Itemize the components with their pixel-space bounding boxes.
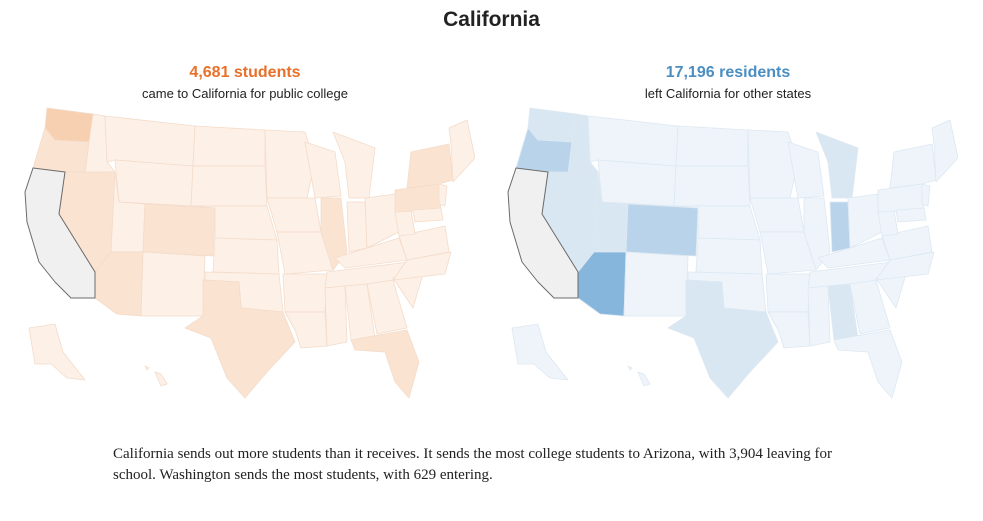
map-state-arkansas (282, 273, 328, 313)
map-state-minnesota (747, 129, 799, 199)
map-state-colorado (625, 203, 699, 257)
map-state-michigan (332, 131, 376, 199)
inbound-panel: 4,681 students came to California for pu… (15, 62, 475, 402)
map-state-california-home (24, 167, 96, 299)
map-state-alaska (28, 323, 86, 381)
map-state-kansas (695, 237, 763, 275)
inbound-map (24, 107, 475, 399)
map-state-hawaii (627, 365, 651, 387)
map-state-new-jersey (438, 183, 448, 207)
caption-text: California sends out more students than … (113, 446, 833, 483)
map-state-indiana (346, 201, 368, 253)
inbound-subtitle: came to California for public college (142, 86, 348, 101)
outbound-headline: 17,196 residents (665, 64, 791, 81)
outbound-subtitle: left California for other states (644, 86, 812, 101)
map-state-north-dakota (192, 125, 266, 167)
map-state-florida (350, 329, 420, 399)
map-state-montana (587, 115, 679, 167)
outbound-map (507, 107, 958, 399)
page-title: California (443, 8, 540, 31)
map-state-mississippi (324, 285, 348, 347)
map-state-florida (833, 329, 903, 399)
map-state-kansas (212, 237, 280, 275)
map-state-mississippi (807, 285, 831, 347)
map-state-california-home (507, 167, 579, 299)
map-state-north-dakota (675, 125, 749, 167)
map-state-west-virginia (394, 209, 416, 237)
map-state-georgia (849, 279, 891, 335)
map-state-alaska (511, 323, 569, 381)
outbound-panel: 17,196 residents left California for oth… (498, 62, 958, 402)
map-state-south-dakota (673, 165, 751, 207)
map-state-new-england (931, 119, 958, 183)
map-state-west-virginia (877, 209, 899, 237)
map-state-pennsylvania (394, 183, 442, 213)
map-state-iowa (266, 197, 322, 233)
map-state-new-england (448, 119, 475, 183)
map-state-georgia (366, 279, 408, 335)
map-state-iowa (749, 197, 805, 233)
map-state-new-mexico (623, 251, 689, 317)
map-state-new-york (406, 143, 454, 189)
map-state-pennsylvania (877, 183, 925, 213)
map-state-louisiana (767, 311, 811, 349)
map-state-michigan (815, 131, 859, 199)
map-state-montana (104, 115, 196, 167)
map-state-wyoming (597, 159, 677, 207)
map-state-indiana (829, 201, 851, 253)
map-state-minnesota (264, 129, 316, 199)
inbound-headline: 4,681 students (189, 64, 301, 81)
map-state-wisconsin (304, 141, 342, 199)
map-state-hawaii (144, 365, 168, 387)
map-state-new-york (889, 143, 937, 189)
map-state-maryland (412, 207, 444, 223)
map-state-texas (667, 279, 779, 399)
map-state-south-dakota (190, 165, 268, 207)
map-state-louisiana (284, 311, 328, 349)
map-state-colorado (142, 203, 216, 257)
map-state-wisconsin (787, 141, 825, 199)
map-state-arkansas (765, 273, 811, 313)
map-state-new-jersey (921, 183, 931, 207)
map-state-texas (184, 279, 296, 399)
map-state-wyoming (114, 159, 194, 207)
map-state-new-mexico (140, 251, 206, 317)
map-state-maryland (895, 207, 927, 223)
